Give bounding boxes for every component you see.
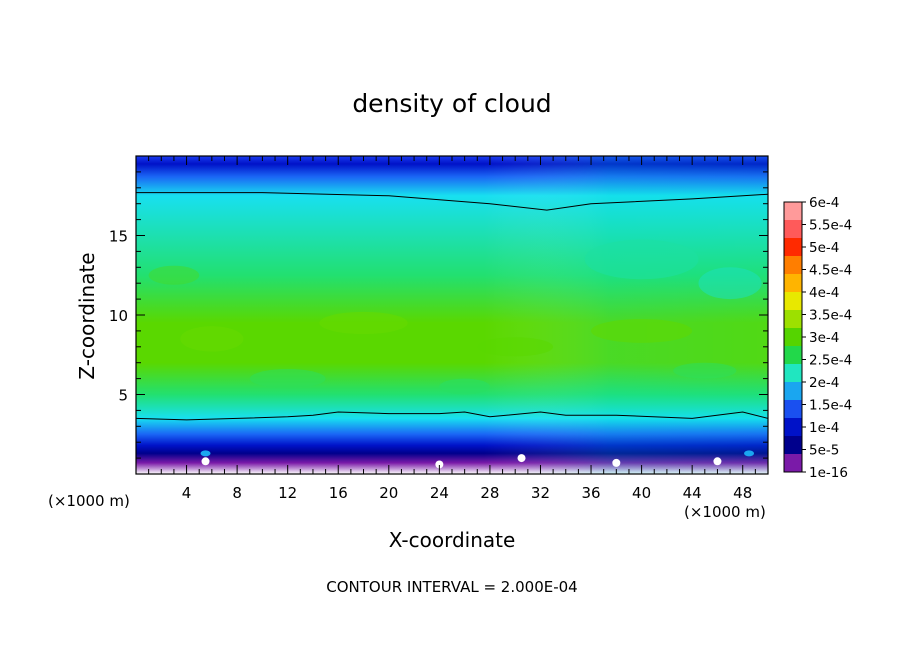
colorbar-swatch <box>784 346 802 365</box>
colorbar-label: 5e-4 <box>809 240 839 256</box>
colorbar-swatch <box>784 364 802 383</box>
x-tick-label: 40 <box>632 484 651 502</box>
no-cloud-gap <box>201 457 210 466</box>
x-axis-ticks: 4 8 12 16 20 24 28 32 36 40 44 48 <box>148 156 756 502</box>
density-patch <box>319 311 408 335</box>
y-tick-label: 15 <box>109 228 128 246</box>
colorbar-swatch <box>784 220 802 239</box>
colorbar: 6e-4 5.5e-4 5e-4 4.5e-4 4e-4 3.5e-4 3e-4 2.5e-4… <box>783 195 852 481</box>
colorbar-swatch <box>784 310 802 329</box>
density-spot <box>200 450 211 457</box>
contour-line <box>136 411 768 421</box>
x-tick-label: 8 <box>232 484 242 502</box>
colorbar-swatch <box>784 436 802 455</box>
colorbar-label: 4.5e-4 <box>809 263 852 279</box>
colorbar-label: 3e-4 <box>809 330 839 346</box>
no-cloud-gap <box>612 458 621 467</box>
density-patch <box>673 362 737 379</box>
no-cloud-gap <box>517 454 526 463</box>
x-tick-label: 4 <box>182 484 192 502</box>
colorbar-label: 5.5e-4 <box>809 218 852 234</box>
density-patch <box>591 318 693 343</box>
density-patch <box>698 267 762 300</box>
colorbar-swatch <box>784 418 802 437</box>
colorbar-swatch <box>784 382 802 401</box>
x-axis-label: X-coordinate <box>389 528 516 552</box>
colorbar-label: 4e-4 <box>809 285 839 301</box>
colorbar-label: 6e-4 <box>809 195 839 211</box>
colorbar-label: 1e-16 <box>809 465 848 481</box>
x-unit-left: (×1000 m) <box>48 492 130 510</box>
x-tick-label: 32 <box>531 484 550 502</box>
colorbar-label: 3.5e-4 <box>809 308 852 324</box>
x-tick-label: 20 <box>379 484 398 502</box>
no-cloud-gap <box>435 460 444 469</box>
density-patch <box>148 265 200 285</box>
x-unit-right: (×1000 m) <box>684 503 766 521</box>
colorbar-label: 2e-4 <box>809 375 839 391</box>
colorbar-swatch <box>784 238 802 257</box>
density-field-shading <box>136 156 768 474</box>
density-patch <box>584 239 699 280</box>
colorbar-swatch <box>784 400 802 419</box>
colorbar-label: 5e-5 <box>809 443 839 459</box>
colorbar-swatch <box>784 256 802 275</box>
x-tick-label: 28 <box>480 484 499 502</box>
colorbar-label: 2.5e-4 <box>809 353 852 369</box>
contour-lines <box>136 192 768 421</box>
x-tick-label: 24 <box>430 484 449 502</box>
colorbar-swatch <box>784 202 802 221</box>
colorbar-label: 1e-4 <box>809 420 839 436</box>
no-cloud-gap <box>713 457 722 466</box>
density-irregularities <box>148 239 762 469</box>
plot-area <box>136 156 768 474</box>
density-patch <box>477 337 554 357</box>
density-spot <box>744 450 755 457</box>
y-axis-label: Z-coordinate <box>75 252 99 379</box>
x-tick-label: 16 <box>329 484 348 502</box>
x-tick-label: 48 <box>733 484 752 502</box>
x-tick-label: 12 <box>278 484 297 502</box>
colorbar-swatch <box>784 292 802 311</box>
colorbar-label: 1.5e-4 <box>809 398 852 414</box>
y-tick-label: 5 <box>118 387 128 405</box>
colorbar-swatch <box>784 328 802 347</box>
density-patch <box>439 378 490 395</box>
contour-interval-note: CONTOUR INTERVAL = 2.000E-04 <box>326 578 577 596</box>
y-axis-ticks: 5 10 15 <box>109 171 768 459</box>
x-tick-label: 36 <box>581 484 600 502</box>
y-tick-label: 10 <box>109 307 128 325</box>
chart-title: density of cloud <box>352 89 551 118</box>
colorbar-swatch <box>784 274 802 293</box>
x-tick-label: 44 <box>683 484 702 502</box>
density-patch <box>249 369 326 389</box>
contour-line <box>136 192 768 211</box>
density-patch <box>180 326 244 352</box>
colorbar-swatch <box>784 454 802 473</box>
